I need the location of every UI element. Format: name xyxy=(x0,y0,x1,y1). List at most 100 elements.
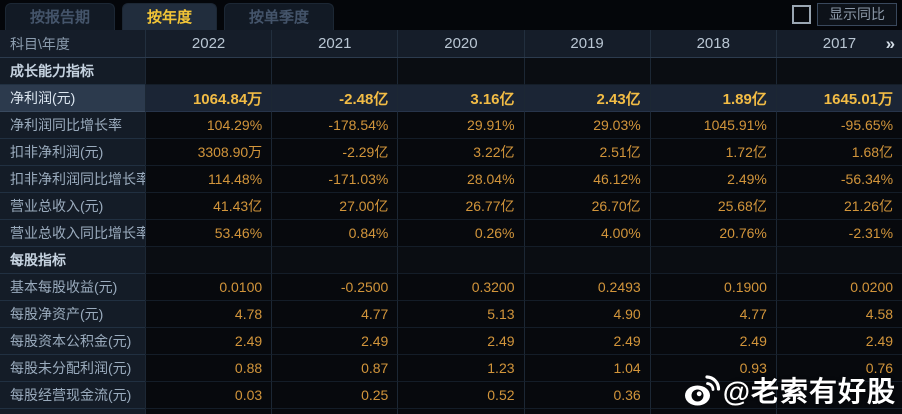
value-cell: 2.49 xyxy=(397,328,524,355)
row-label: 基本每股收益(元) xyxy=(0,274,145,301)
table-header-row: 科目\年度 2022 2021 2020 2019 2018 2017» xyxy=(0,30,902,58)
value-cell: 4.58 xyxy=(775,301,902,328)
table-row: 净利润同比增长率 104.29% -178.54% 29.91% 29.03% 1045.… xyxy=(0,112,902,139)
value-cell xyxy=(775,58,902,85)
value-cell: 2.51亿 xyxy=(523,139,650,166)
value-cell: 4.90 xyxy=(523,301,650,328)
table-row: 每股净资产(元) 4.78 4.77 5.13 4.90 4.77 4.58 xyxy=(0,301,902,328)
year-header-2019: 2019 xyxy=(523,30,650,57)
value-cell xyxy=(775,382,902,409)
value-cell xyxy=(145,409,272,414)
value-cell: 0.1900 xyxy=(649,274,776,301)
row-label: 每股资本公积金(元) xyxy=(0,328,145,355)
value-cell: 1.89亿 xyxy=(649,85,776,112)
row-label: 扣非净利润同比增长率 xyxy=(0,166,145,193)
value-cell: 3308.90万 xyxy=(145,139,272,166)
row-label: 成长能力指标 xyxy=(0,58,145,85)
value-cell: 28.04% xyxy=(397,166,524,193)
value-cell: 0.76 xyxy=(775,355,902,382)
tab-by-single-quarter[interactable]: 按单季度 xyxy=(224,3,335,30)
value-cell xyxy=(523,409,650,414)
value-cell: 0.88 xyxy=(145,355,272,382)
value-cell: 0.87 xyxy=(271,355,398,382)
value-cell: 25.68亿 xyxy=(649,193,776,220)
value-cell: 0.84% xyxy=(271,220,398,247)
value-cell: 0.3200 xyxy=(397,274,524,301)
year-header-2018: 2018 xyxy=(649,30,776,57)
value-cell: -2.31% xyxy=(775,220,902,247)
value-cell: -2.29亿 xyxy=(271,139,398,166)
row-label: 净利润(元) xyxy=(0,85,145,112)
show-yoy-label[interactable]: 显示同比 xyxy=(817,3,897,26)
value-cell: 3.22亿 xyxy=(397,139,524,166)
value-cell: 41.43亿 xyxy=(145,193,272,220)
show-yoy-checkbox[interactable] xyxy=(792,5,811,24)
value-cell: 4.77 xyxy=(271,301,398,328)
value-cell: 1.72亿 xyxy=(649,139,776,166)
year-header-2020: 2020 xyxy=(397,30,523,57)
value-cell: 2.49 xyxy=(775,328,902,355)
value-cell: -178.54% xyxy=(271,112,398,139)
value-cell xyxy=(523,58,650,85)
value-cell: 46.12% xyxy=(523,166,650,193)
yoy-controls: 显示同比 xyxy=(792,3,897,26)
value-cell xyxy=(649,247,776,274)
value-cell: 26.70亿 xyxy=(523,193,650,220)
row-label: 每股指标 xyxy=(0,247,145,274)
value-cell xyxy=(271,247,398,274)
value-cell: 4.00% xyxy=(523,220,650,247)
value-cell xyxy=(523,247,650,274)
value-cell: 21.26亿 xyxy=(775,193,902,220)
value-cell xyxy=(397,247,524,274)
value-cell: 2.49 xyxy=(145,328,272,355)
value-cell: 4.77 xyxy=(649,301,776,328)
value-cell: 2.49 xyxy=(649,328,776,355)
value-cell: 1045.91% xyxy=(649,112,776,139)
value-cell: 0.93 xyxy=(649,355,776,382)
value-cell: 2.49% xyxy=(649,166,776,193)
value-cell: 20.76% xyxy=(649,220,776,247)
value-cell: 29.03% xyxy=(523,112,650,139)
value-cell xyxy=(649,58,776,85)
value-cell: 104.29% xyxy=(145,112,272,139)
value-cell: 53.46% xyxy=(145,220,272,247)
value-cell xyxy=(649,382,776,409)
value-cell: -56.34% xyxy=(775,166,902,193)
table-row: 基本每股收益(元) 0.0100 -0.2500 0.3200 0.2493 0.1900… xyxy=(0,274,902,301)
value-cell: 114.48% xyxy=(145,166,272,193)
row-label: 净利润同比增长率 xyxy=(0,112,145,139)
table-row: 每股未分配利润(元) 0.88 0.87 1.23 1.04 0.93 0.76 xyxy=(0,355,902,382)
value-cell: 0.36 xyxy=(523,382,650,409)
chevron-double-right-icon[interactable]: » xyxy=(885,33,896,53)
tab-by-year[interactable]: 按年度 xyxy=(122,3,218,30)
row-label: 营业总收入同比增长率 xyxy=(0,220,145,247)
table-row: 每股指标 xyxy=(0,247,902,274)
table-row: 每股资本公积金(元) 2.49 2.49 2.49 2.49 2.49 2.49 xyxy=(0,328,902,355)
value-cell: 4.78 xyxy=(145,301,272,328)
value-cell xyxy=(649,409,776,414)
value-cell xyxy=(145,58,272,85)
value-cell: 2.49 xyxy=(271,328,398,355)
value-cell: 3.16亿 xyxy=(397,85,524,112)
row-label: 每股未分配利润(元) xyxy=(0,355,145,382)
value-cell: -2.48亿 xyxy=(271,85,398,112)
value-cell: 0.0200 xyxy=(775,274,902,301)
year-header-2017: 2017» xyxy=(775,30,902,57)
value-cell: 1645.01万 xyxy=(775,85,902,112)
corner-label: 科目\年度 xyxy=(10,35,70,52)
value-cell xyxy=(397,58,524,85)
table-body: 成长能力指标 净利润(元) 1064.84万 -2.48亿 3.16亿 2.43亿 1.89… xyxy=(0,58,902,414)
tab-by-report-period[interactable]: 按报告期 xyxy=(5,3,116,30)
table-row: 扣非净利润同比增长率 114.48% -171.03% 28.04% 46.12% 2.4… xyxy=(0,166,902,193)
value-cell: 0.25 xyxy=(271,382,398,409)
table-row: 扣非净利润(元) 3308.90万 -2.29亿 3.22亿 2.51亿 1.72亿 1.6… xyxy=(0,139,902,166)
value-cell xyxy=(271,58,398,85)
value-cell: 0.26% xyxy=(397,220,524,247)
value-cell: 1.68亿 xyxy=(775,139,902,166)
value-cell: 2.43亿 xyxy=(523,85,650,112)
value-cell xyxy=(145,247,272,274)
table-row: 营业总收入(元) 41.43亿 27.00亿 26.77亿 26.70亿 25.68亿 21… xyxy=(0,193,902,220)
value-cell xyxy=(775,247,902,274)
row-label xyxy=(0,409,145,414)
value-cell: 1.04 xyxy=(523,355,650,382)
